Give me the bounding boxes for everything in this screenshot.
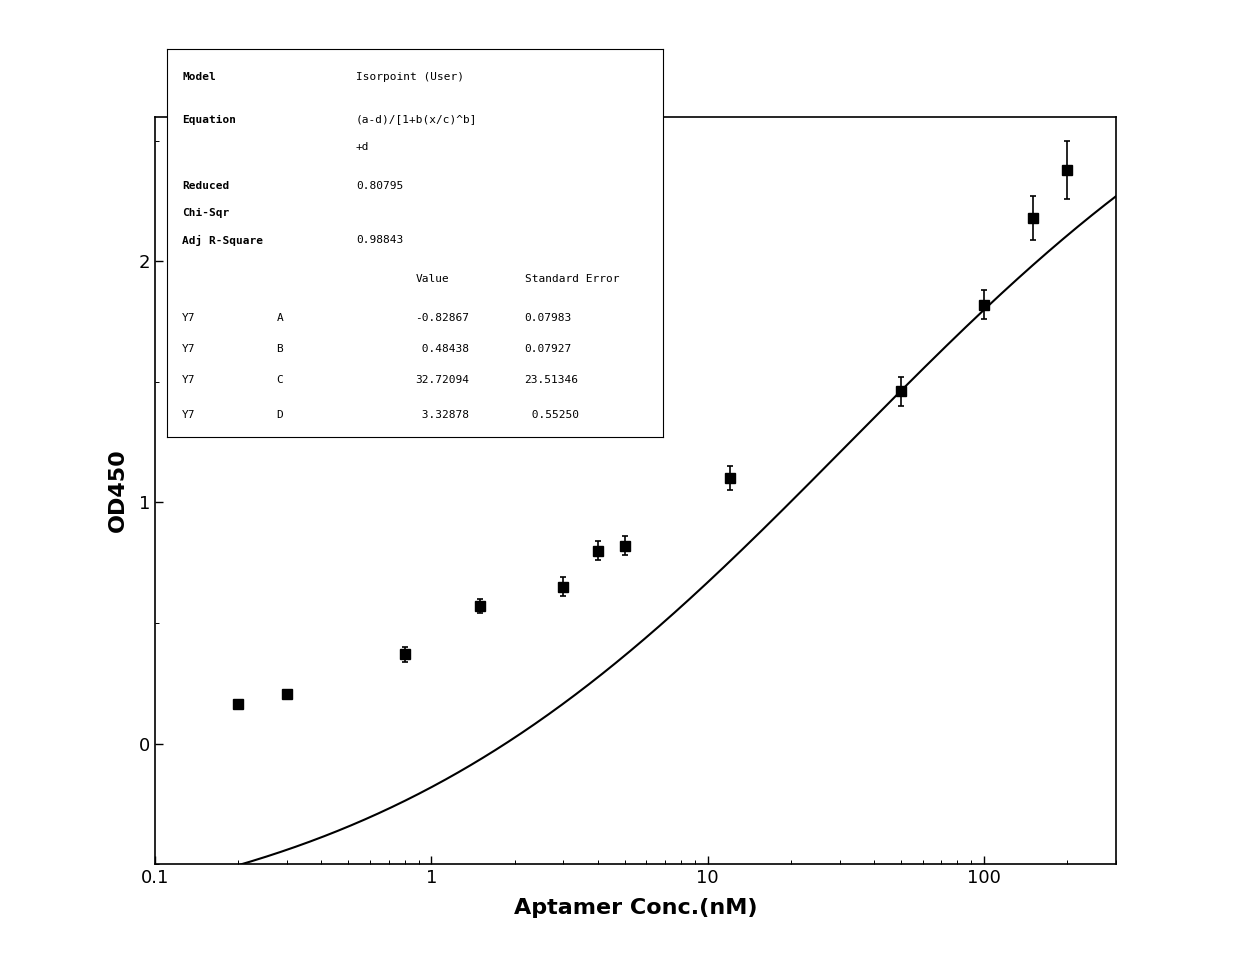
Text: Model: Model bbox=[182, 72, 216, 82]
Text: 23.51346: 23.51346 bbox=[525, 375, 579, 385]
Text: Y7: Y7 bbox=[182, 344, 196, 353]
Text: A: A bbox=[277, 313, 283, 322]
Text: -0.82867: -0.82867 bbox=[415, 313, 470, 322]
Text: 0.48438: 0.48438 bbox=[415, 344, 470, 353]
X-axis label: Aptamer Conc.(nM): Aptamer Conc.(nM) bbox=[513, 898, 758, 919]
Text: 3.32878: 3.32878 bbox=[415, 410, 470, 419]
Text: Equation: Equation bbox=[182, 115, 237, 124]
Text: D: D bbox=[277, 410, 283, 419]
Text: Standard Error: Standard Error bbox=[525, 274, 619, 284]
Text: 0.07983: 0.07983 bbox=[525, 313, 572, 322]
Text: Adj R-Square: Adj R-Square bbox=[182, 235, 263, 246]
Text: Y7: Y7 bbox=[182, 313, 196, 322]
Text: B: B bbox=[277, 344, 283, 353]
Text: (a-d)/[1+b(x/c)^b]: (a-d)/[1+b(x/c)^b] bbox=[356, 115, 477, 124]
Text: 0.98843: 0.98843 bbox=[356, 235, 403, 245]
Text: 0.80795: 0.80795 bbox=[356, 181, 403, 190]
Text: Chi-Sqr: Chi-Sqr bbox=[182, 208, 229, 218]
Text: 0.55250: 0.55250 bbox=[525, 410, 579, 419]
Text: Reduced: Reduced bbox=[182, 181, 229, 190]
Text: Isorpoint (User): Isorpoint (User) bbox=[356, 72, 464, 82]
Text: +d: +d bbox=[356, 142, 370, 151]
Text: 32.72094: 32.72094 bbox=[415, 375, 470, 385]
Text: 0.07927: 0.07927 bbox=[525, 344, 572, 353]
Text: Y7: Y7 bbox=[182, 375, 196, 385]
Y-axis label: OD450: OD450 bbox=[108, 449, 128, 532]
Text: Value: Value bbox=[415, 274, 449, 284]
Text: C: C bbox=[277, 375, 283, 385]
Text: Y7: Y7 bbox=[182, 410, 196, 419]
